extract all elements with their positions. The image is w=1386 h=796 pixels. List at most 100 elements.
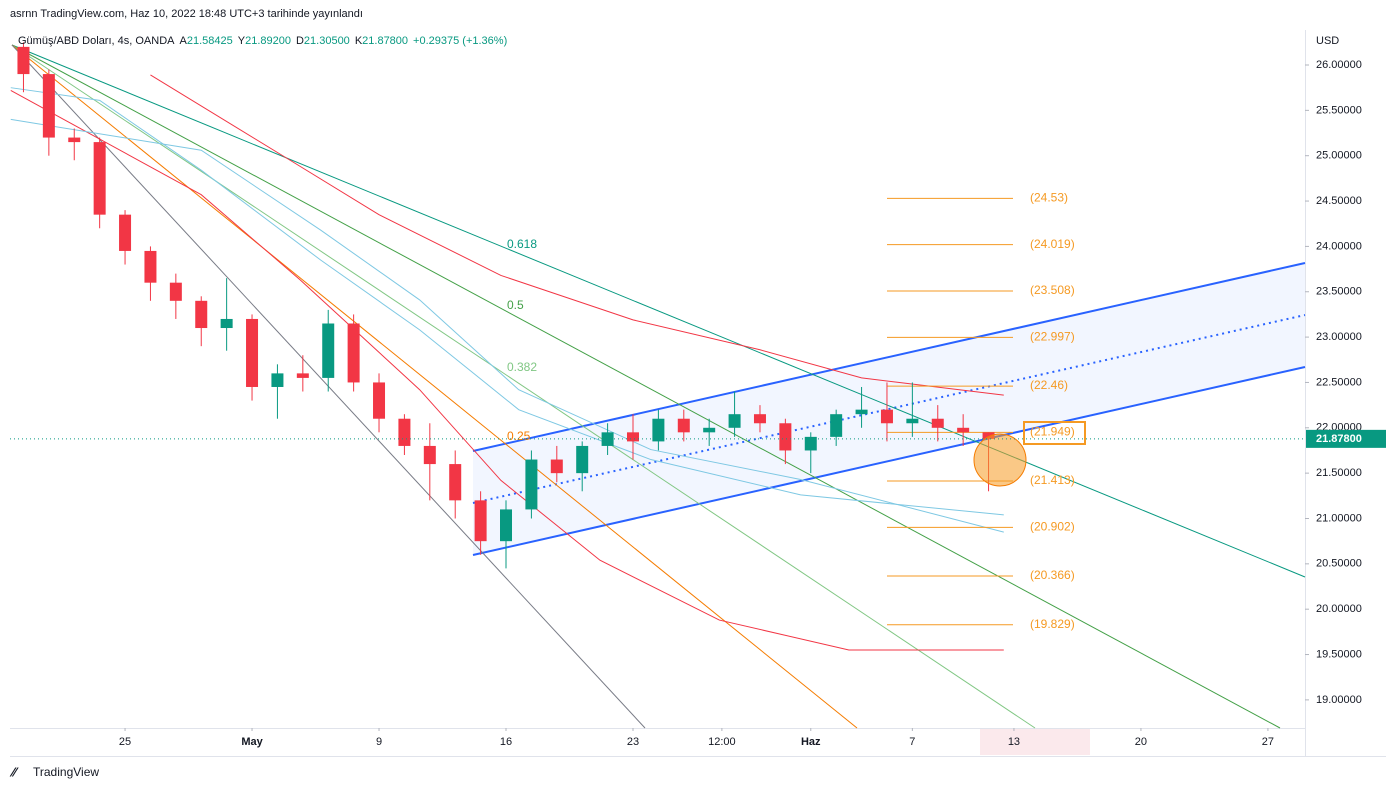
y-tick-label: 25.50000 bbox=[1316, 104, 1362, 116]
y-tick-label: 19.50000 bbox=[1316, 648, 1362, 660]
candle-body bbox=[119, 214, 132, 251]
candle-body bbox=[195, 300, 208, 329]
candle-body bbox=[296, 373, 309, 378]
fib-level-label: (22.46) bbox=[1030, 378, 1068, 392]
fan-line bbox=[11, 44, 1281, 729]
candle-body bbox=[449, 464, 462, 501]
time-highlight bbox=[980, 729, 1090, 755]
logo-mark: ⁄⁄ bbox=[9, 764, 19, 779]
y-tick-label: 25.00000 bbox=[1316, 150, 1362, 162]
fib-level-label: (20.366) bbox=[1030, 568, 1075, 582]
highlight-box bbox=[1023, 421, 1086, 445]
last-price-label: 21.87800 bbox=[1316, 433, 1362, 445]
y-tick-label: 23.00000 bbox=[1316, 331, 1362, 343]
candle-body bbox=[68, 137, 81, 143]
y-tick-label: 19.00000 bbox=[1316, 694, 1362, 706]
y-tick-label: 22.50000 bbox=[1316, 376, 1362, 388]
x-tick-label: 13 bbox=[1008, 736, 1020, 748]
x-tick-label: 23 bbox=[627, 736, 639, 748]
moving-average bbox=[10, 87, 1004, 516]
y-tick-label: 21.50000 bbox=[1316, 467, 1362, 479]
y-tick-label: 20.00000 bbox=[1316, 603, 1362, 615]
y-tick-label: 21.00000 bbox=[1316, 512, 1362, 524]
symbol-legend: Gümüş/ABD Doları, 4s, OANDA A21.58425 Y21.… bbox=[18, 35, 507, 47]
candle-body bbox=[398, 418, 411, 446]
channel-upper bbox=[472, 262, 1306, 452]
fib-level-label: (19.829) bbox=[1030, 617, 1075, 631]
x-tick-label: Haz bbox=[801, 736, 821, 748]
fib-level-label: (23.508) bbox=[1030, 283, 1075, 297]
y-tick-label: 26.00000 bbox=[1316, 59, 1362, 71]
candle-body bbox=[246, 318, 259, 387]
x-tick-label: 12:00 bbox=[708, 736, 736, 748]
candle-body bbox=[906, 418, 919, 424]
ohlc-value: 21.58425 bbox=[187, 35, 233, 47]
fan-label: 0.5 bbox=[507, 298, 524, 312]
symbol: Gümüş/ABD Doları, 4s, OANDA bbox=[18, 35, 175, 47]
candle-body bbox=[880, 409, 893, 424]
candle-body bbox=[373, 382, 386, 419]
ohlc-value: 21.30500 bbox=[304, 35, 350, 47]
candle-body bbox=[728, 414, 741, 428]
fib-level-label: (24.53) bbox=[1030, 191, 1068, 205]
moving-average bbox=[10, 118, 1004, 533]
last-price-badge bbox=[1306, 429, 1386, 448]
fib-level-label: (21.413) bbox=[1030, 473, 1075, 487]
fan-line bbox=[11, 44, 1306, 578]
fan-label: 0.618 bbox=[507, 237, 537, 251]
highlight-circle bbox=[973, 433, 1027, 487]
candle-body bbox=[601, 432, 614, 446]
y-tick-label: 23.50000 bbox=[1316, 286, 1362, 298]
candle-body bbox=[347, 323, 360, 383]
ohlc-key: A bbox=[180, 35, 188, 47]
candle-body bbox=[322, 323, 335, 378]
candle-body bbox=[576, 445, 589, 474]
fan-line bbox=[11, 44, 858, 729]
ohlc-value: 21.87800 bbox=[362, 35, 408, 47]
candle-body bbox=[779, 423, 792, 451]
candle-body bbox=[677, 418, 690, 433]
candle-body bbox=[855, 409, 868, 415]
candle-body bbox=[982, 432, 995, 439]
x-tick-label: 20 bbox=[1135, 736, 1147, 748]
plot-area: (24.53) (24.019) (23.508) (22.997) (22.46) (2… bbox=[10, 42, 1075, 651]
fib-level-label: (22.997) bbox=[1030, 330, 1075, 344]
channel-middle bbox=[472, 314, 1306, 504]
candle-body bbox=[652, 418, 665, 442]
candle-body bbox=[931, 418, 944, 428]
fan-label: 0.382 bbox=[507, 360, 537, 374]
candle-body bbox=[500, 509, 513, 542]
candle-body bbox=[423, 445, 436, 465]
candle-body bbox=[93, 142, 106, 215]
fib-level-label: (24.019) bbox=[1030, 237, 1075, 251]
candle-body bbox=[144, 250, 157, 283]
x-tick-label: 25 bbox=[119, 736, 131, 748]
candle-body bbox=[220, 318, 233, 329]
candle-body bbox=[703, 427, 716, 433]
channel-lower bbox=[472, 366, 1306, 556]
candle-body bbox=[474, 500, 487, 542]
x-tick-label: 27 bbox=[1262, 736, 1274, 748]
change: +0.29375 (+1.36%) bbox=[413, 35, 507, 47]
fib-level-label: (20.902) bbox=[1030, 520, 1075, 534]
candle-body bbox=[42, 74, 55, 138]
candle-body bbox=[753, 414, 766, 424]
fan-line bbox=[11, 44, 1036, 729]
candle-body bbox=[550, 459, 563, 474]
moving-average bbox=[10, 89, 1004, 651]
candle-body bbox=[957, 427, 970, 433]
ohlc-key: K bbox=[355, 35, 363, 47]
candle-body bbox=[830, 414, 843, 437]
y-tick-label: 24.00000 bbox=[1316, 240, 1362, 252]
candle-body bbox=[271, 373, 284, 387]
x-tick-label: 16 bbox=[500, 736, 512, 748]
ohlc-key: D bbox=[296, 35, 304, 47]
ohlc-key: Y bbox=[238, 35, 246, 47]
y-tick-label: 24.50000 bbox=[1316, 195, 1362, 207]
fan-label: 0.25 bbox=[507, 429, 531, 443]
candle-body bbox=[804, 436, 817, 451]
currency: USD bbox=[1316, 35, 1339, 47]
candle-body bbox=[17, 46, 30, 75]
ohlc-value: 21.89200 bbox=[245, 35, 291, 47]
